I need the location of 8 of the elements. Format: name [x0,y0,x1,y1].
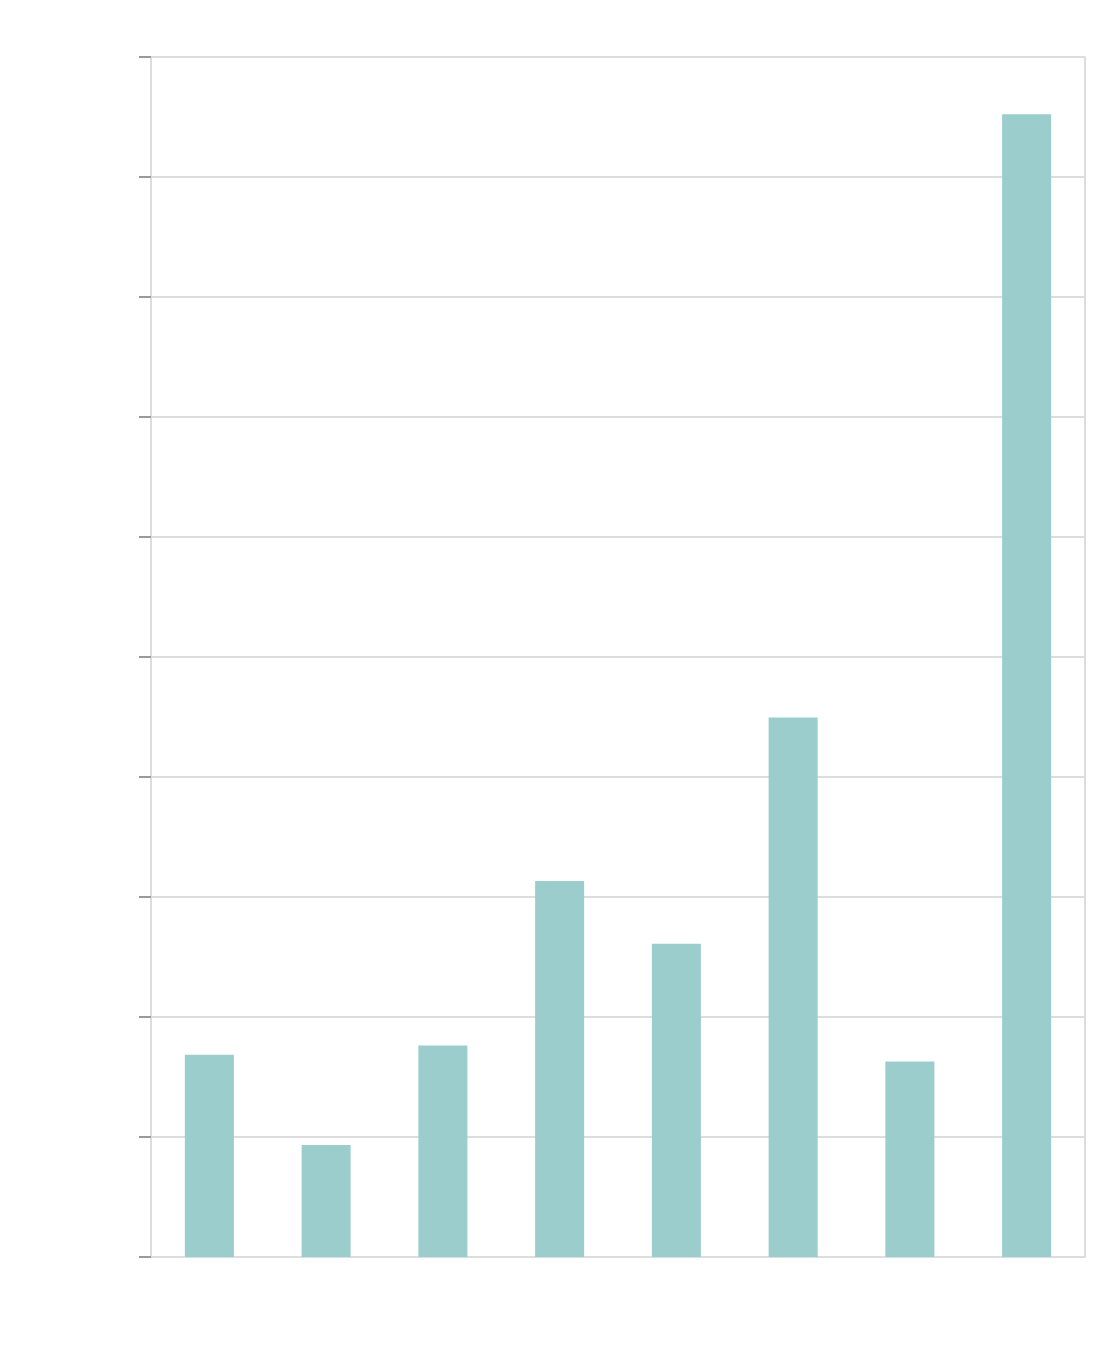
bar [885,1061,935,1257]
bar [418,1045,468,1257]
bar [1002,114,1052,1257]
bar [184,1054,234,1257]
bar [768,717,818,1257]
bar [651,943,701,1257]
bar [301,1145,351,1257]
bar [535,881,585,1257]
